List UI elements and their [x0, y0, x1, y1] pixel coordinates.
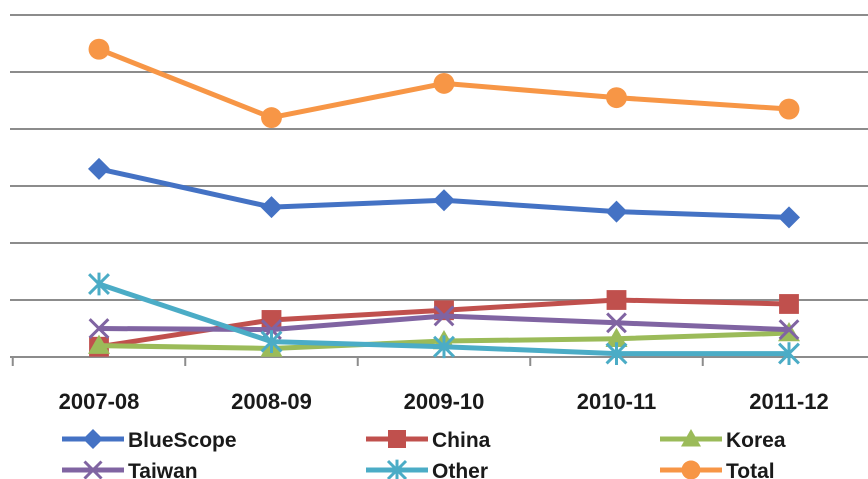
data-point [261, 107, 282, 129]
legend-item-taiwan: Taiwan [62, 460, 198, 479]
data-point [605, 200, 628, 223]
data-point [83, 460, 103, 479]
data-point [386, 459, 408, 479]
legend-label: Korea [726, 429, 786, 452]
legend-item-china: China [366, 429, 491, 452]
x-axis-tick-marks [11, 357, 704, 366]
data-point [681, 460, 701, 479]
legend-label: Other [432, 460, 488, 479]
series-taiwan [88, 305, 800, 341]
grid-lines [10, 14, 868, 301]
series-bluescope [88, 157, 800, 229]
legend-item-korea: Korea [660, 429, 786, 452]
data-point [779, 294, 799, 314]
data-point [88, 334, 110, 354]
x-tick-label: 2011-12 [749, 389, 829, 414]
series-lines [88, 38, 800, 365]
data-point [606, 290, 627, 310]
data-point [88, 38, 110, 60]
x-tick-label: 2010-11 [577, 389, 657, 414]
data-point [88, 272, 110, 296]
data-point [606, 312, 627, 334]
legend-item-other: Other [366, 459, 488, 479]
data-point [260, 330, 283, 353]
legend-label: China [432, 429, 491, 452]
legend-item-bluescope: BlueScope [62, 429, 237, 452]
data-point [88, 157, 110, 180]
legend-label: BlueScope [128, 429, 237, 452]
data-point [433, 305, 455, 327]
series-total [88, 38, 800, 129]
data-point [605, 327, 628, 348]
data-point [260, 196, 283, 219]
data-point [681, 429, 701, 447]
series-other [88, 272, 800, 365]
data-point [778, 342, 800, 365]
data-point [778, 98, 800, 120]
data-point [388, 430, 406, 448]
data-point [605, 342, 628, 365]
legend-label: Total [726, 460, 775, 479]
x-tick-label: 2007-08 [59, 389, 140, 414]
legend-label: Taiwan [128, 460, 198, 479]
data-point [83, 429, 103, 449]
data-point [433, 335, 455, 359]
data-point [433, 72, 455, 94]
x-axis-tick-labels: 2007-08 2008-09 2009-10 2010-11 2011-12 [59, 389, 829, 414]
x-tick-label: 2008-09 [231, 389, 312, 414]
data-point [88, 318, 110, 339]
data-point [778, 206, 800, 229]
data-point [778, 319, 800, 341]
data-point [433, 189, 455, 212]
x-tick-label: 2009-10 [404, 389, 485, 414]
legend: BlueScope China Korea Taiwan Other Total [62, 429, 786, 479]
data-point [606, 87, 627, 109]
legend-item-total: Total [660, 460, 775, 479]
